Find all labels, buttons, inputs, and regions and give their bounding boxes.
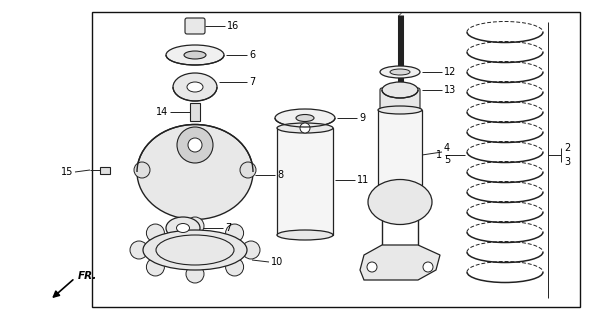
Text: 2: 2 — [564, 143, 570, 153]
Circle shape — [367, 262, 377, 272]
Circle shape — [242, 241, 260, 259]
Ellipse shape — [177, 223, 190, 233]
Ellipse shape — [296, 115, 314, 122]
Bar — [190, 103, 200, 121]
Ellipse shape — [277, 123, 333, 133]
Text: 6: 6 — [249, 50, 255, 60]
Ellipse shape — [390, 69, 410, 75]
Text: 7: 7 — [225, 223, 231, 233]
Circle shape — [226, 224, 243, 242]
Bar — [92, 12, 580, 307]
Ellipse shape — [143, 230, 247, 270]
Text: 11: 11 — [357, 175, 369, 185]
Ellipse shape — [275, 109, 335, 127]
Text: 1: 1 — [436, 150, 442, 160]
Text: 10: 10 — [271, 257, 283, 267]
Text: 15: 15 — [61, 167, 73, 177]
FancyBboxPatch shape — [185, 18, 205, 34]
Text: 14: 14 — [156, 107, 168, 117]
FancyBboxPatch shape — [380, 88, 420, 110]
Text: FR.: FR. — [78, 271, 98, 281]
Circle shape — [186, 265, 204, 283]
Circle shape — [186, 217, 204, 235]
Text: 5: 5 — [444, 155, 450, 165]
Circle shape — [177, 127, 213, 163]
Ellipse shape — [166, 45, 224, 65]
Text: 8: 8 — [277, 170, 283, 180]
Ellipse shape — [173, 73, 217, 101]
Ellipse shape — [368, 180, 432, 225]
Circle shape — [130, 241, 148, 259]
Circle shape — [188, 138, 202, 152]
Ellipse shape — [382, 82, 418, 98]
Polygon shape — [360, 245, 440, 280]
Bar — [378, 110, 422, 185]
Text: 7: 7 — [249, 77, 255, 87]
Text: 3: 3 — [564, 157, 570, 167]
Bar — [100, 167, 110, 174]
Circle shape — [147, 224, 164, 242]
Circle shape — [134, 162, 150, 178]
Ellipse shape — [137, 124, 253, 220]
Text: 4: 4 — [444, 143, 450, 153]
Ellipse shape — [184, 51, 206, 59]
Ellipse shape — [187, 82, 203, 92]
Text: 9: 9 — [359, 113, 365, 123]
Circle shape — [240, 162, 256, 178]
Circle shape — [300, 123, 310, 133]
Circle shape — [423, 262, 433, 272]
Text: 13: 13 — [444, 85, 456, 95]
Ellipse shape — [380, 66, 420, 78]
Circle shape — [147, 258, 164, 276]
Ellipse shape — [277, 230, 333, 240]
Ellipse shape — [166, 217, 200, 239]
Bar — [277, 128, 333, 235]
Ellipse shape — [378, 106, 422, 114]
Text: 16: 16 — [227, 21, 239, 31]
Circle shape — [226, 258, 243, 276]
Text: 12: 12 — [444, 67, 456, 77]
